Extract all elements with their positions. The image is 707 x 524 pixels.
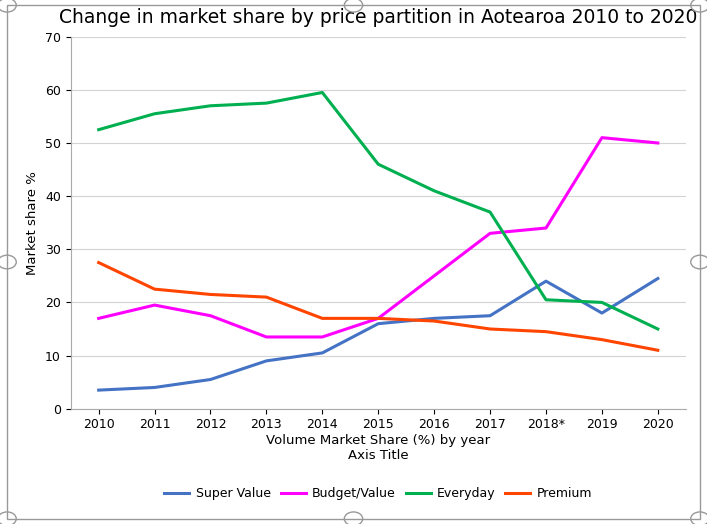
Everyday [486, 209, 494, 215]
Line: Premium: Premium [99, 263, 658, 350]
Everyday [597, 299, 606, 305]
Budget/Value [95, 315, 103, 322]
Super Value [206, 376, 215, 383]
Premium [151, 286, 159, 292]
Premium [262, 294, 271, 300]
Title: Change in market share by price partition in Aotearoa 2010 to 2020: Change in market share by price partitio… [59, 8, 697, 27]
Line: Everyday: Everyday [99, 92, 658, 329]
Super Value [653, 276, 662, 282]
Budget/Value [206, 312, 215, 319]
Super Value [151, 384, 159, 390]
Premium [206, 291, 215, 298]
Y-axis label: Market share %: Market share % [26, 171, 40, 275]
Budget/Value [318, 334, 327, 340]
Premium [430, 318, 438, 324]
Premium [318, 315, 327, 322]
Everyday [653, 326, 662, 332]
Super Value [262, 358, 271, 364]
Budget/Value [486, 230, 494, 236]
Budget/Value [262, 334, 271, 340]
Super Value [597, 310, 606, 316]
Super Value [318, 350, 327, 356]
Budget/Value [374, 315, 382, 322]
Super Value [486, 312, 494, 319]
Budget/Value [597, 135, 606, 141]
Super Value [95, 387, 103, 393]
Everyday [206, 103, 215, 109]
Everyday [430, 188, 438, 194]
Legend: Super Value, Budget/Value, Everyday, Premium: Super Value, Budget/Value, Everyday, Pre… [159, 482, 597, 505]
Premium [486, 326, 494, 332]
Super Value [430, 315, 438, 322]
Premium [597, 336, 606, 343]
Everyday [151, 111, 159, 117]
Budget/Value [151, 302, 159, 308]
Premium [653, 347, 662, 353]
Super Value [374, 321, 382, 327]
Premium [542, 329, 550, 335]
Everyday [262, 100, 271, 106]
Budget/Value [653, 140, 662, 146]
Everyday [542, 297, 550, 303]
Everyday [95, 127, 103, 133]
Everyday [318, 89, 327, 95]
Budget/Value [430, 272, 438, 279]
X-axis label: Volume Market Share (%) by year
Axis Title: Volume Market Share (%) by year Axis Tit… [266, 434, 491, 462]
Premium [95, 259, 103, 266]
Super Value [542, 278, 550, 285]
Everyday [374, 161, 382, 167]
Line: Super Value: Super Value [99, 279, 658, 390]
Budget/Value [542, 225, 550, 231]
Line: Budget/Value: Budget/Value [99, 138, 658, 337]
Premium [374, 315, 382, 322]
